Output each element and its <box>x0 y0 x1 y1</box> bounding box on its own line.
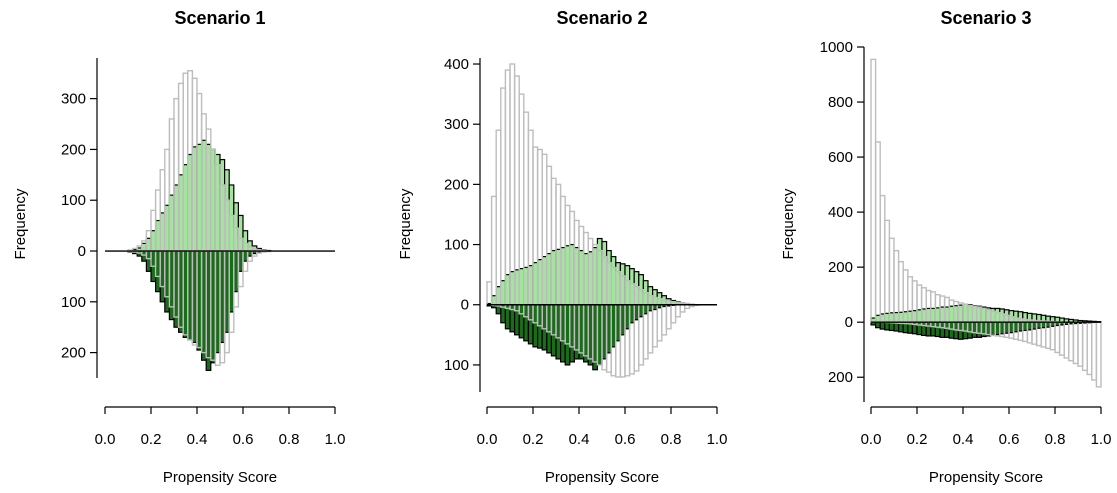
y-tick-label: 400 <box>828 204 853 221</box>
x-tick-label: 0.6 <box>615 431 636 448</box>
x-tick-label: 0.0 <box>477 431 498 448</box>
axes: 300 200 100 0 100 200 0.0 0.2 0.4 0.6 0.8 1.0 <box>61 58 345 448</box>
y-axis-title: Frequency <box>780 188 797 259</box>
x-tick-label: 0.0 <box>95 431 116 448</box>
x-tick-label: 0.2 <box>907 431 928 448</box>
histogram-bar-control <box>874 321 881 329</box>
bars <box>486 63 700 378</box>
x-tick-label: 1.0 <box>1091 431 1112 448</box>
axes: 400 300 200 100 0 100 0.0 0.2 0.4 0.6 0.8 1.0 <box>444 56 727 448</box>
y-tick-label: 400 <box>444 56 469 73</box>
x-axis-title: Propensity Score <box>545 469 659 486</box>
y-tick-label: 600 <box>828 149 853 166</box>
y-tick-label: 0 <box>461 297 469 314</box>
x-tick-label: 0.8 <box>279 431 300 448</box>
y-tick-label: 800 <box>828 94 853 111</box>
y-tick-label: 200 <box>61 345 86 362</box>
x-tick-label: 1.0 <box>707 431 728 448</box>
y-tick-label: 300 <box>444 116 469 133</box>
x-tick-label: 0.4 <box>569 431 590 448</box>
y-tick-label: 100 <box>444 357 469 374</box>
y-tick-label: 0 <box>78 243 86 260</box>
x-tick-label: 1.0 <box>325 431 346 448</box>
x-tick-label: 0.8 <box>1045 431 1066 448</box>
y-tick-label: 0 <box>845 314 853 331</box>
x-tick-label: 0.8 <box>661 431 682 448</box>
y-axis-title: Frequency <box>12 188 29 259</box>
x-tick-label: 0.0 <box>861 431 882 448</box>
panel-scenario-1: Scenario 1 300 200 100 0 100 200 0.0 0.2 0.4 0.6 0… <box>12 8 345 486</box>
y-tick-label: 100 <box>61 192 86 209</box>
x-tick-label: 0.6 <box>999 431 1020 448</box>
panel-scenario-3: Scenario 3 1000 800 600 400 200 0 200 0.0 0.2 0.4… <box>780 8 1111 486</box>
x-tick-label: 0.4 <box>187 431 208 448</box>
y-tick-label: 100 <box>61 294 86 311</box>
y-tick-label: 100 <box>444 237 469 254</box>
axes: 1000 800 600 400 200 0 200 0.0 0.2 0.4 0.6 0.8 1.0 <box>820 39 1112 448</box>
y-tick-label: 200 <box>444 176 469 193</box>
x-tick-label: 0.2 <box>523 431 544 448</box>
panel-title: Scenario 2 <box>556 8 647 28</box>
y-axis-title: Frequency <box>397 188 414 259</box>
histogram-bar-outline-lower <box>1095 321 1102 388</box>
panel-scenario-2: Scenario 2 400 300 200 100 0 100 0.0 0.2 0.4 0.6 0… <box>397 8 727 486</box>
bars <box>127 69 272 371</box>
y-tick-label: 200 <box>828 259 853 276</box>
x-tick-label: 0.4 <box>953 431 974 448</box>
y-tick-label: 1000 <box>820 39 853 56</box>
panel-title: Scenario 3 <box>940 8 1031 28</box>
y-tick-label: 200 <box>828 369 853 386</box>
bars <box>870 58 1102 388</box>
x-axis-title: Propensity Score <box>163 469 277 486</box>
x-tick-label: 0.6 <box>233 431 254 448</box>
y-tick-label: 200 <box>61 141 86 158</box>
histogram-bar-control <box>879 321 886 330</box>
y-tick-label: 300 <box>61 91 86 108</box>
panel-title: Scenario 1 <box>174 8 265 28</box>
x-tick-label: 0.2 <box>141 431 162 448</box>
x-axis-title: Propensity Score <box>929 469 1043 486</box>
